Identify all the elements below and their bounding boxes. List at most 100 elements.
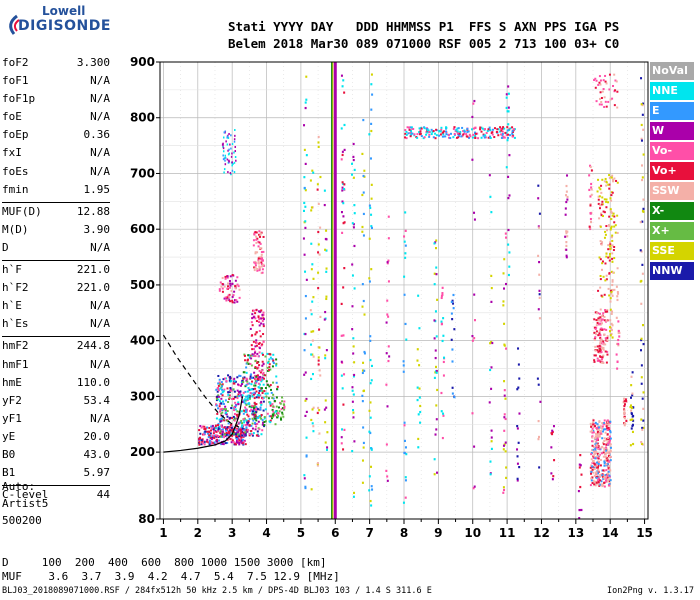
echo-strip-point [419, 404, 422, 408]
echo-strip-point [631, 415, 634, 418]
f-trace-point [259, 378, 262, 381]
horizontal-band-point [500, 127, 503, 130]
echo-strip-point [616, 367, 619, 370]
horizontal-band-point [500, 136, 503, 139]
echo-strip-point [312, 355, 315, 358]
echo-strip-point [304, 371, 307, 374]
f-trace-point [220, 381, 223, 384]
echo-strip-point [605, 443, 608, 446]
spread-f-point [603, 328, 606, 331]
param-row-fxi: fxI N/A [2, 146, 110, 164]
f-trace-point [220, 285, 223, 288]
f-trace-point [259, 408, 262, 411]
echo-strip-point [342, 79, 345, 82]
echo-strip-point [385, 352, 388, 355]
f-trace-point [201, 425, 204, 428]
echo-strip-point [606, 456, 609, 460]
echo-strip-point [311, 422, 314, 425]
spread-f-point [605, 439, 608, 442]
param-value: 3.90 [83, 222, 111, 236]
f-trace-point [264, 355, 267, 358]
echo-strip-point [343, 148, 346, 152]
spread-f-point [593, 359, 596, 362]
echo-strip-point [363, 369, 366, 372]
echo-strip-point [608, 428, 611, 431]
spread-f-point [599, 319, 602, 322]
spread-f-point [606, 229, 609, 232]
horizontal-band-point [442, 133, 445, 136]
horizontal-band-point [491, 133, 494, 136]
f-trace-point [223, 388, 226, 391]
f-trace-point [245, 419, 248, 422]
echo-strip-point [632, 406, 635, 409]
f-trace-point [254, 374, 257, 377]
param-label: fmin [2, 182, 29, 196]
echo-strip-point [472, 487, 475, 490]
spread-f-point [594, 311, 597, 314]
spread-f-point [595, 324, 598, 327]
f-trace-point [220, 433, 223, 436]
echo-strip-point [508, 265, 511, 268]
f-trace-point [257, 386, 260, 389]
f-trace-point [246, 397, 249, 400]
f-trace-point [226, 136, 228, 139]
echo-strip-point [385, 469, 388, 472]
echo-strip-point [403, 293, 406, 296]
echo-strip-point [402, 370, 405, 373]
horizontal-band-point [484, 134, 487, 137]
echo-strip-point [441, 436, 444, 440]
f-trace-point [272, 362, 275, 365]
f-trace-point [215, 434, 218, 437]
echo-strip-point [385, 383, 388, 386]
echo-strip-point [609, 334, 612, 337]
echo-strip-point [340, 127, 343, 130]
echo-strip-point [590, 182, 593, 186]
param-row-d: D N/A [2, 241, 110, 259]
f-trace-point [249, 327, 252, 330]
spread-f-point [597, 429, 600, 432]
f-trace-point [256, 268, 259, 271]
f-trace-point [222, 443, 225, 446]
f-trace-point [215, 430, 218, 433]
spread-f-point [604, 428, 607, 431]
f-trace-point [254, 312, 257, 315]
horizontal-band-point [482, 133, 485, 136]
f-trace-point [232, 388, 235, 391]
f-trace-point [282, 415, 285, 418]
echo-strip-point [503, 394, 506, 397]
echo-strip-point [471, 339, 474, 342]
horizontal-band-point [474, 136, 477, 139]
f-trace-point [229, 282, 232, 285]
param-row-hf2: h`F2 221.0 [2, 281, 110, 299]
echo-strip-point [305, 278, 308, 281]
f-trace-point [250, 364, 253, 367]
f-trace-point [251, 410, 254, 413]
echo-strip-point [537, 308, 540, 311]
echo-strip-point [386, 475, 389, 478]
spread-f-point [594, 456, 597, 459]
echo-strip-point [324, 399, 327, 402]
f-trace-point [242, 381, 245, 384]
f-trace-point [262, 340, 265, 343]
spread-f-point [599, 258, 602, 261]
echo-strip-point [435, 371, 438, 374]
echo-strip-point [442, 412, 445, 415]
spread-f-point [598, 332, 601, 335]
echo-strip-point [538, 212, 541, 215]
spread-f-point [598, 420, 601, 423]
spread-f-point [600, 191, 603, 194]
f-trace-point [237, 440, 240, 443]
f-trace-point [217, 382, 220, 385]
spread-f-point [607, 224, 610, 227]
f-trace-point [271, 365, 274, 368]
f-trace-point [252, 432, 255, 435]
f-trace-point [251, 434, 254, 437]
echo-strip-point [517, 441, 520, 444]
spread-f-point [602, 275, 605, 278]
spread-f-point [603, 423, 606, 426]
spread-f-point [613, 225, 616, 228]
f-trace-point [217, 422, 220, 425]
horizontal-band-point [440, 126, 443, 129]
spread-f-point [600, 446, 603, 449]
spread-f-point [601, 318, 604, 321]
